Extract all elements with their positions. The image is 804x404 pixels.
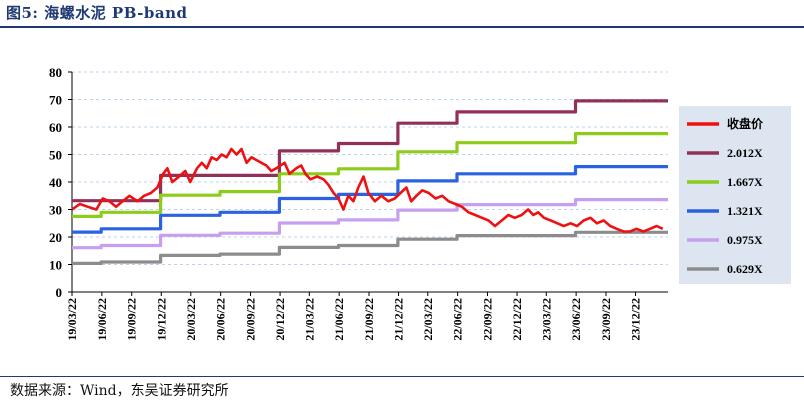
legend-label: 0.975X bbox=[727, 233, 763, 247]
x-tick-label: 21/03/22 bbox=[302, 298, 316, 341]
legend: 收盘价 2.012X 1.667X 1.321X 0.975X 0.629X bbox=[679, 106, 791, 284]
x-tick-label: 22/09/22 bbox=[481, 298, 495, 341]
title-rule bbox=[0, 26, 804, 28]
x-tick-label: 21/06/22 bbox=[332, 298, 346, 341]
legend-background bbox=[679, 106, 791, 284]
series-line-band bbox=[72, 230, 668, 265]
source-note: 数据来源：Wind，东吴证券研究所 bbox=[10, 383, 229, 399]
x-tick-label: 23/06/22 bbox=[569, 298, 583, 341]
x-tick-label: 19/12/22 bbox=[154, 298, 168, 341]
x-tick-label: 23/12/22 bbox=[629, 298, 643, 341]
x-tick-label: 19/06/22 bbox=[95, 298, 109, 341]
y-tick-label: 10 bbox=[49, 258, 62, 273]
x-tick-label: 22/12/22 bbox=[510, 298, 524, 341]
y-tick-label: 50 bbox=[49, 148, 62, 163]
x-tick-label: 19/03/22 bbox=[65, 298, 79, 341]
x-tick-label: 22/06/22 bbox=[451, 298, 465, 341]
legend-label: 2.012X bbox=[727, 146, 763, 160]
series-lines bbox=[71, 99, 668, 265]
x-tick-label: 20/06/22 bbox=[214, 298, 228, 341]
source-rule bbox=[0, 376, 804, 377]
y-tick-label: 20 bbox=[49, 230, 62, 245]
axes: 0 10 20 30 40 50 60 70 80 19/03/22 19/06/22 19/09/2… bbox=[49, 65, 668, 341]
x-tick-label: 20/12/22 bbox=[273, 298, 287, 341]
x-tick-label: 23/09/22 bbox=[599, 298, 613, 341]
legend-label: 收盘价 bbox=[727, 116, 764, 131]
pb-band-chart: 0 10 20 30 40 50 60 70 80 19/03/22 19/06/22 19/09/2… bbox=[49, 65, 791, 341]
series-line-band bbox=[72, 99, 668, 203]
x-tick-label: 21/09/22 bbox=[362, 298, 376, 341]
legend-label: 1.667X bbox=[727, 175, 763, 189]
series-line-band bbox=[72, 198, 668, 250]
series-line-close-price bbox=[71, 147, 664, 233]
y-tick-label: 40 bbox=[49, 175, 62, 190]
y-tick-label: 60 bbox=[49, 120, 62, 135]
series-line-band bbox=[72, 165, 668, 234]
x-tick-label: 21/12/22 bbox=[392, 298, 406, 341]
x-tick-label: 23/03/22 bbox=[539, 298, 553, 341]
figure-title: 图5: 海螺水泥 PB-band bbox=[6, 4, 188, 22]
x-tick-label: 20/03/22 bbox=[184, 298, 198, 341]
y-tick-label: 80 bbox=[49, 65, 62, 80]
series-line-band bbox=[72, 131, 668, 218]
legend-label: 0.629X bbox=[727, 262, 763, 276]
x-tick-label: 19/09/22 bbox=[125, 298, 139, 341]
y-tick-label: 0 bbox=[56, 285, 63, 300]
x-tick-label: 22/03/22 bbox=[421, 298, 435, 341]
x-tick-label: 20/09/22 bbox=[244, 298, 258, 341]
y-tick-label: 30 bbox=[49, 203, 62, 218]
y-tick-label: 70 bbox=[49, 93, 62, 108]
legend-label: 1.321X bbox=[727, 204, 763, 218]
